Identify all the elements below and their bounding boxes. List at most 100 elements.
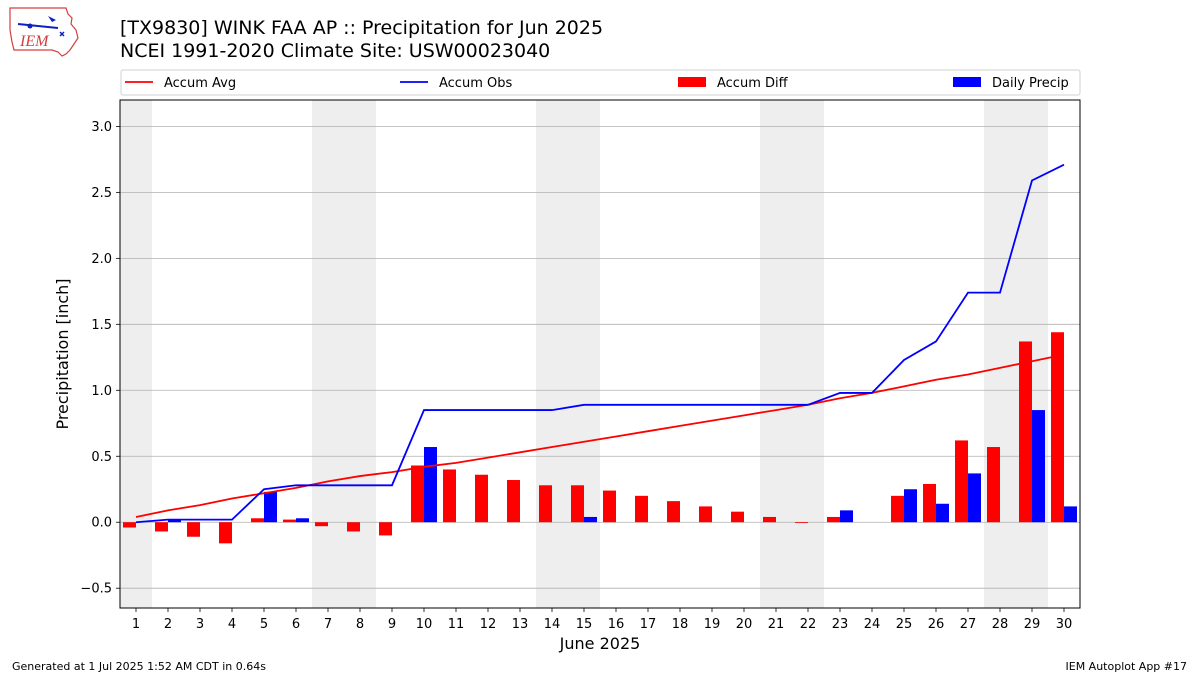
y-axis-label: Precipitation [inch] bbox=[53, 278, 72, 429]
accum-avg-line bbox=[135, 353, 1065, 518]
x-tick-label: 28 bbox=[992, 617, 1009, 632]
diff-bar bbox=[123, 522, 136, 528]
weekend-band bbox=[792, 100, 824, 608]
y-tick-label: 0.5 bbox=[91, 450, 112, 465]
diff-bar bbox=[955, 440, 968, 523]
legend-label: Accum Obs bbox=[439, 76, 512, 91]
x-tick-label: 18 bbox=[672, 617, 689, 632]
x-tick-label: 16 bbox=[608, 617, 625, 632]
legend-label: Accum Diff bbox=[717, 76, 789, 91]
diff-bar bbox=[731, 511, 744, 523]
daily-precip-bar bbox=[1032, 410, 1045, 523]
diff-bar bbox=[763, 516, 776, 523]
daily-precip-bar bbox=[968, 473, 981, 523]
diff-bar bbox=[571, 485, 584, 523]
diff-bar bbox=[507, 480, 520, 523]
daily-precip-bar bbox=[1064, 506, 1077, 523]
x-tick-label: 8 bbox=[356, 617, 364, 632]
weekend-band bbox=[984, 100, 1016, 608]
x-tick-label: 3 bbox=[196, 617, 204, 632]
diff-bar bbox=[795, 522, 808, 524]
x-tick-label: 22 bbox=[800, 617, 817, 632]
x-tick-label: 13 bbox=[512, 617, 529, 632]
diff-bar bbox=[187, 522, 200, 537]
legend-label: Daily Precip bbox=[992, 76, 1069, 91]
y-tick-label: 2.5 bbox=[91, 186, 112, 201]
iem-logo: IEM bbox=[8, 6, 80, 62]
x-tick-label: 23 bbox=[832, 617, 849, 632]
daily-precip-bar bbox=[840, 510, 853, 523]
diff-bar bbox=[827, 516, 840, 523]
diff-bar bbox=[1019, 341, 1032, 523]
daily-precip-bar bbox=[168, 519, 181, 523]
weekend-band bbox=[344, 100, 376, 608]
diff-bar bbox=[443, 469, 456, 523]
y-tick-label: 3.0 bbox=[91, 120, 112, 135]
legend-label: Accum Avg bbox=[164, 76, 236, 91]
diff-bar bbox=[1051, 332, 1064, 523]
x-tick-label: 19 bbox=[704, 617, 721, 632]
daily-precip-bar bbox=[424, 447, 437, 523]
x-tick-label: 4 bbox=[228, 617, 236, 632]
x-tick-label: 21 bbox=[768, 617, 785, 632]
x-axis-label: June 2025 bbox=[559, 634, 641, 653]
diff-bar bbox=[411, 465, 424, 523]
diff-bar bbox=[251, 518, 264, 523]
diff-bar bbox=[347, 522, 360, 532]
y-tick-label: 1.5 bbox=[91, 318, 112, 333]
y-tick-label: 2.0 bbox=[91, 252, 112, 267]
accum-obs-line bbox=[135, 163, 1065, 524]
y-tick-label: 0.0 bbox=[91, 516, 112, 531]
chart-title: [TX9830] WINK FAA AP :: Precipitation fo… bbox=[120, 17, 604, 39]
y-tick-label: −0.5 bbox=[80, 582, 112, 597]
diff-bar bbox=[379, 522, 392, 536]
diff-bar bbox=[283, 519, 296, 523]
weekend-band bbox=[312, 100, 344, 608]
diff-bar bbox=[603, 490, 616, 523]
chart-subtitle: NCEI 1991-2020 Climate Site: USW00023040 bbox=[120, 40, 551, 62]
diff-bar bbox=[699, 506, 712, 523]
x-tick-label: 9 bbox=[388, 617, 396, 632]
x-tick-label: 7 bbox=[324, 617, 332, 632]
x-tick-label: 2 bbox=[164, 617, 172, 632]
legend-box bbox=[120, 69, 1081, 96]
x-tick-label: 14 bbox=[544, 617, 561, 632]
daily-precip-bar bbox=[296, 518, 309, 523]
x-tick-label: 6 bbox=[292, 617, 300, 632]
daily-precip-bar bbox=[904, 489, 917, 523]
x-tick-label: 17 bbox=[640, 617, 657, 632]
x-tick-label: 15 bbox=[576, 617, 593, 632]
diff-bar bbox=[315, 522, 328, 527]
weekend-band bbox=[568, 100, 600, 608]
x-tick-label: 1 bbox=[132, 617, 140, 632]
daily-precip-bar bbox=[584, 516, 597, 523]
plot-frame bbox=[119, 99, 1081, 609]
x-tick-label: 26 bbox=[928, 617, 945, 632]
weekend-band bbox=[760, 100, 792, 608]
weekend-band bbox=[120, 100, 152, 608]
x-tick-label: 12 bbox=[480, 617, 497, 632]
diff-bar bbox=[155, 522, 168, 532]
x-tick-label: 30 bbox=[1056, 617, 1073, 632]
x-tick-label: 5 bbox=[260, 617, 268, 632]
footer-generated: Generated at 1 Jul 2025 1:52 AM CDT in 0… bbox=[12, 660, 266, 673]
x-tick-label: 29 bbox=[1024, 617, 1041, 632]
y-tick-label: 1.0 bbox=[91, 384, 112, 399]
diff-bar bbox=[635, 495, 648, 523]
diff-bar bbox=[923, 483, 936, 523]
weekend-band bbox=[536, 100, 568, 608]
legend-swatch-bar bbox=[678, 77, 706, 87]
footer-app: IEM Autoplot App #17 bbox=[1065, 660, 1188, 673]
x-tick-label: 27 bbox=[960, 617, 977, 632]
x-tick-label: 20 bbox=[736, 617, 753, 632]
diff-bar bbox=[539, 485, 552, 523]
diff-bar bbox=[987, 447, 1000, 523]
daily-precip-bar bbox=[936, 503, 949, 523]
x-tick-label: 24 bbox=[864, 617, 881, 632]
x-tick-label: 25 bbox=[896, 617, 913, 632]
x-tick-label: 11 bbox=[448, 617, 465, 632]
diff-bar bbox=[219, 522, 232, 544]
diff-bar bbox=[891, 495, 904, 523]
logo-text: IEM bbox=[19, 33, 50, 50]
